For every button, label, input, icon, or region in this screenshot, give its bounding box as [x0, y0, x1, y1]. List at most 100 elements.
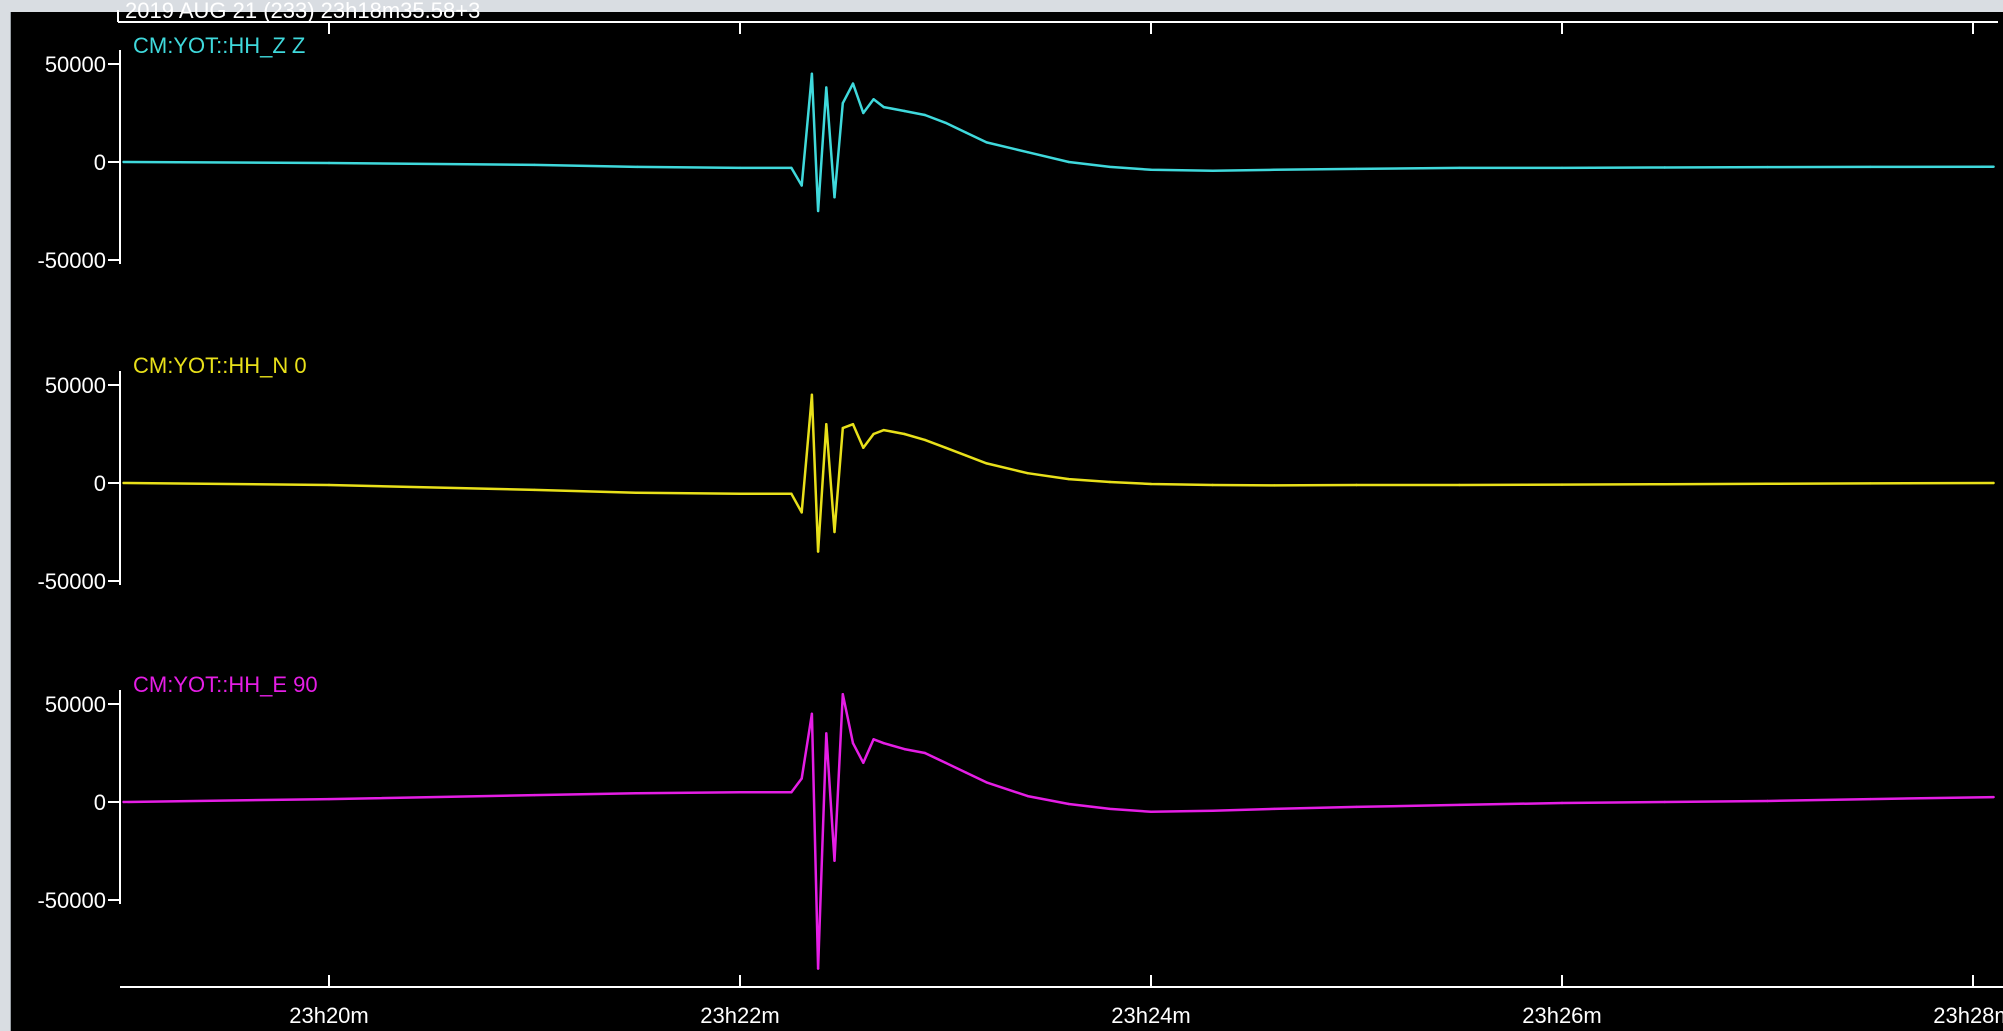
- trace-point-2-17: [923, 751, 927, 755]
- y-tick-label-0-0: 50000: [45, 52, 106, 77]
- trace-point-0-4: [738, 166, 742, 170]
- trace-point-0-26: [1273, 168, 1276, 171]
- trace-point-2-14: [872, 738, 875, 741]
- x-tick-label-2: 23h24m: [1111, 1003, 1191, 1028]
- y-tick-label-1-2: -50000: [37, 569, 106, 594]
- trace-point-2-16: [903, 747, 906, 751]
- trace-point-2-33: [1992, 795, 1995, 799]
- trace-point-2-23: [1108, 807, 1112, 811]
- y-tick-label-1-0: 50000: [45, 373, 106, 398]
- trace-point-1-33: [1992, 481, 1995, 485]
- trace-point-0-30: [1663, 166, 1667, 169]
- trace-point-2-13: [862, 761, 865, 764]
- trace-point-1-22: [1067, 477, 1071, 481]
- trace-point-0-12: [851, 82, 855, 85]
- trace-point-1-9: [825, 423, 828, 426]
- trace-point-1-32: [1869, 482, 1872, 485]
- trace-point-2-32: [1869, 797, 1872, 801]
- trace-point-1-30: [1663, 483, 1667, 486]
- trace-point-2-24: [1149, 810, 1153, 813]
- trace-point-1-7: [810, 393, 814, 396]
- trace-point-1-8: [816, 550, 820, 553]
- trace-point-0-23: [1108, 165, 1112, 169]
- trace-point-2-4: [738, 791, 742, 794]
- y-tick-label-2-0: 50000: [45, 692, 106, 717]
- trace-point-0-0: [122, 160, 125, 164]
- trace-point-1-21: [1026, 472, 1029, 475]
- trace-point-1-3: [636, 491, 639, 494]
- trace-point-1-15: [882, 428, 885, 432]
- trace-point-2-31: [1766, 799, 1769, 803]
- y-tick-label-1-1: 0: [94, 471, 106, 496]
- y-tick-label-2-1: 0: [94, 790, 106, 815]
- trace-point-2-11: [841, 693, 844, 696]
- trace-point-0-7: [810, 72, 814, 76]
- x-tick-label-4: 23h28m: [1933, 1003, 2003, 1028]
- x-tick-label-3: 23h26m: [1522, 1003, 1602, 1028]
- trace-point-0-17: [923, 113, 927, 117]
- trace-point-0-20: [985, 141, 988, 144]
- trace-point-0-5: [790, 166, 793, 170]
- trace-point-1-11: [841, 426, 844, 430]
- x-tick-label-1: 23h22m: [700, 1003, 780, 1028]
- trace-point-1-0: [122, 481, 125, 485]
- y-tick-label-0-1: 0: [94, 150, 106, 175]
- trace-point-1-5: [790, 492, 793, 495]
- trace-point-2-9: [825, 732, 828, 735]
- trace-point-2-8: [816, 967, 820, 970]
- trace-point-0-31: [1766, 165, 1769, 169]
- trace-point-2-22: [1067, 802, 1071, 806]
- trace-point-0-1: [327, 161, 331, 165]
- trace-point-1-6: [800, 511, 803, 514]
- trace-point-2-19: [964, 771, 968, 774]
- trace-point-2-25: [1211, 809, 1214, 812]
- trace-point-0-15: [882, 105, 885, 109]
- trace-point-0-8: [816, 209, 820, 213]
- x-tick-label-0: 23h20m: [289, 1003, 369, 1028]
- trace-label-0: CM:YOT::HH_Z Z: [133, 33, 305, 58]
- trace-point-2-21: [1026, 794, 1029, 798]
- trace-point-0-10: [833, 196, 836, 199]
- trace-point-2-5: [790, 791, 793, 794]
- trace-point-2-0: [122, 800, 125, 804]
- trace-point-0-24: [1149, 168, 1153, 171]
- trace-label-1: CM:YOT::HH_N 0: [133, 353, 307, 378]
- trace-point-1-24: [1149, 482, 1153, 486]
- trace-point-2-10: [833, 859, 836, 862]
- trace-point-2-30: [1663, 800, 1667, 804]
- trace-point-1-27: [1355, 483, 1358, 487]
- trace-point-0-22: [1067, 160, 1071, 164]
- seismogram-plot-window: [10, 12, 2003, 1031]
- trace-label-2: CM:YOT::HH_E 90: [133, 672, 318, 697]
- y-tick-label-0-2: -50000: [37, 248, 106, 273]
- trace-point-2-2: [533, 793, 536, 797]
- trace-point-1-10: [833, 530, 836, 534]
- trace-point-0-2: [533, 163, 536, 167]
- trace-point-2-28: [1458, 803, 1461, 807]
- trace-point-0-14: [872, 98, 875, 101]
- trace-point-1-17: [923, 438, 927, 442]
- trace-line-1: [123, 393, 1994, 553]
- trace-point-2-15: [882, 742, 885, 745]
- trace-point-0-6: [800, 184, 803, 187]
- trace-point-0-11: [841, 102, 844, 105]
- trace-point-0-28: [1458, 166, 1461, 170]
- trace-line-0: [123, 72, 1994, 213]
- trace-point-0-29: [1560, 166, 1564, 170]
- trace-point-2-7: [810, 712, 814, 715]
- trace-point-0-25: [1211, 169, 1214, 172]
- trace-point-0-13: [862, 111, 865, 115]
- trace-point-2-26: [1273, 807, 1276, 811]
- y-tick-label-2-2: -50000: [37, 888, 106, 913]
- trace-point-2-27: [1355, 805, 1358, 809]
- trace-point-1-1: [327, 483, 331, 487]
- trace-point-0-33: [1992, 165, 1995, 168]
- trace-point-0-32: [1869, 165, 1872, 169]
- header-timestamp: 2019 AUG 21 (233) 23h18m35.58+3: [125, 0, 480, 23]
- trace-point-1-23: [1108, 480, 1112, 484]
- trace-point-0-27: [1355, 167, 1358, 171]
- trace-point-1-18: [944, 446, 947, 449]
- trace-point-2-29: [1560, 801, 1564, 805]
